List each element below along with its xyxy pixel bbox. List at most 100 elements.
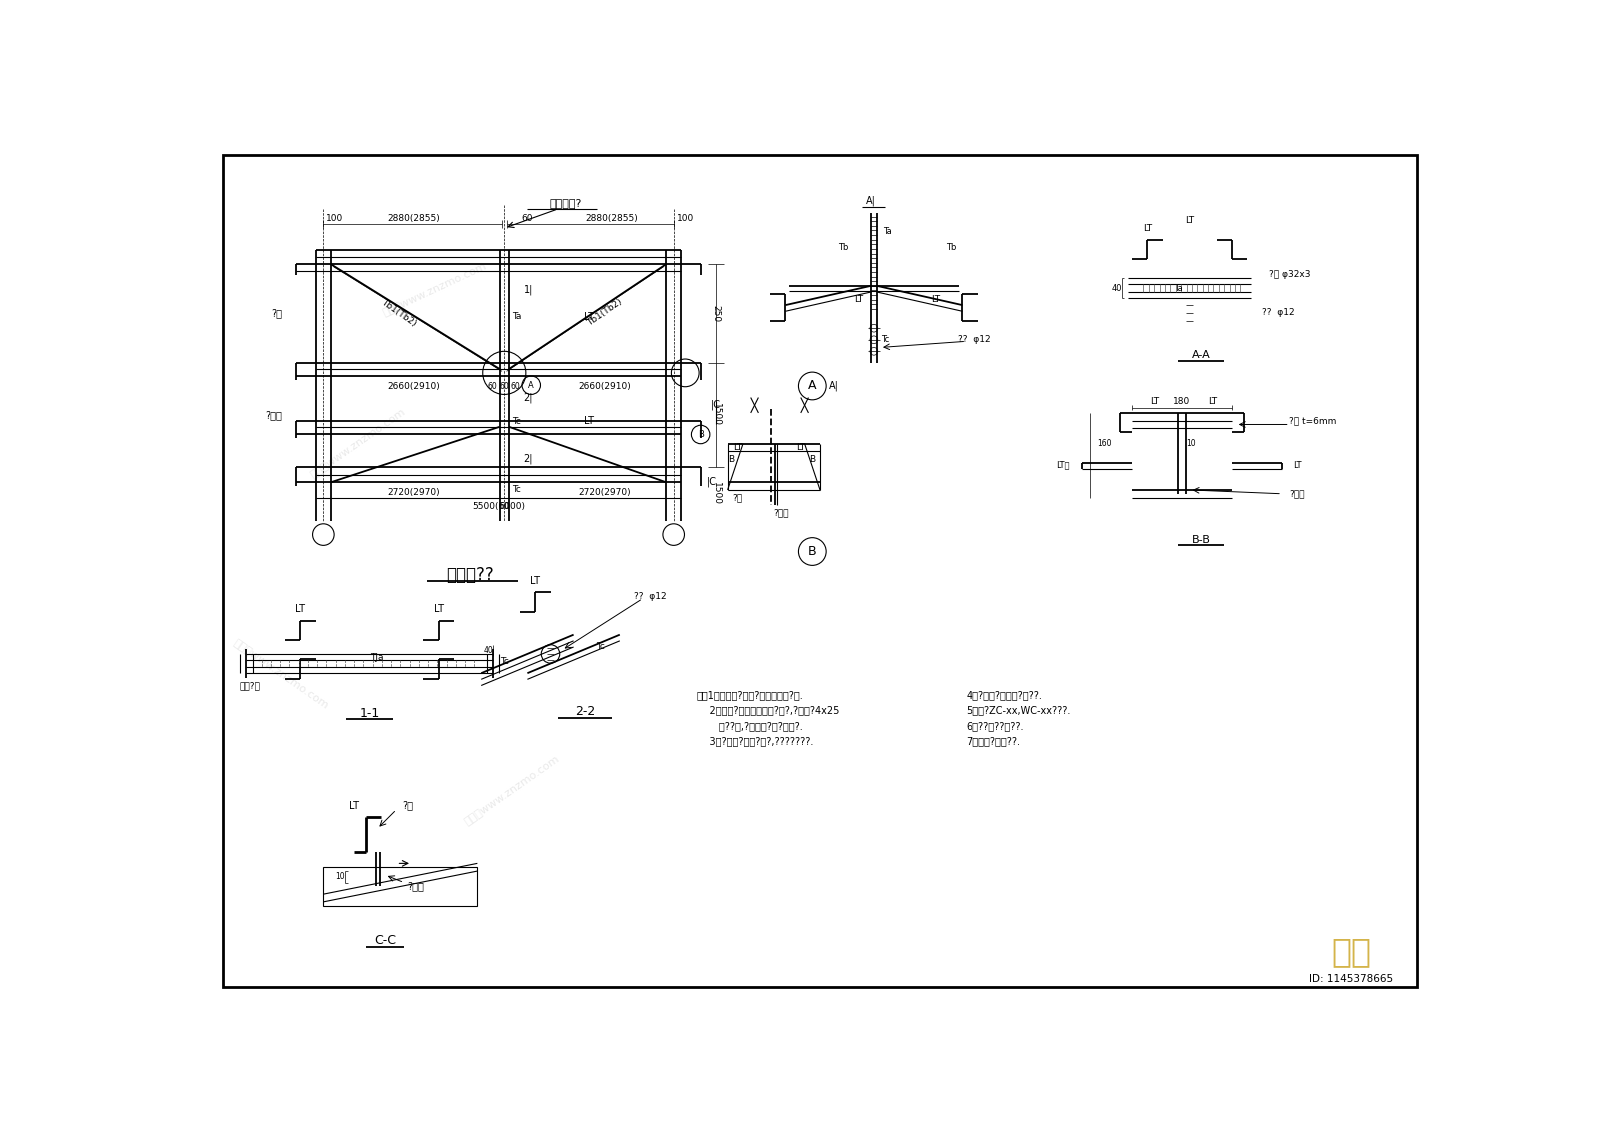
- Text: 注：1，拉条与?条的?接采用螺栓?接.: 注：1，拉条与?条的?接采用螺栓?接.: [698, 690, 803, 700]
- Text: ?管 φ32x3: ?管 φ32x3: [1269, 270, 1310, 279]
- Text: A|: A|: [829, 381, 838, 391]
- Text: 知末网www.znzmo.com: 知末网www.znzmo.com: [232, 638, 330, 711]
- Text: 1|: 1|: [523, 285, 533, 295]
- Text: 40: 40: [1110, 284, 1122, 293]
- Text: LT: LT: [296, 604, 306, 614]
- Text: 知末: 知末: [1331, 935, 1371, 968]
- Text: 60: 60: [510, 382, 520, 391]
- Text: 模型?圈: 模型?圈: [240, 682, 261, 691]
- Text: Tb: Tb: [838, 243, 848, 252]
- Text: 2|: 2|: [523, 392, 533, 403]
- Text: ?架梁: ?架梁: [266, 409, 282, 420]
- Text: Tb: Tb: [946, 243, 957, 252]
- Text: 5500(6000): 5500(6000): [472, 502, 525, 511]
- Text: B: B: [728, 455, 734, 464]
- Text: 3，?件之?采用?接?,???????.: 3，?件之?采用?接?,???????.: [698, 736, 813, 746]
- Text: 1500: 1500: [712, 404, 720, 426]
- Text: 10: 10: [1186, 439, 1195, 448]
- Text: ?架梁: ?架梁: [408, 881, 424, 891]
- Text: Tc: Tc: [499, 657, 509, 666]
- Text: B: B: [810, 455, 816, 464]
- Text: 2720(2970): 2720(2970): [578, 489, 630, 498]
- Text: Ta: Ta: [883, 227, 893, 236]
- Text: Tc: Tc: [512, 485, 522, 494]
- Text: Ta: Ta: [512, 312, 522, 321]
- Text: 2|: 2|: [523, 454, 533, 465]
- Text: LT: LT: [584, 416, 594, 426]
- Text: 10: 10: [336, 872, 346, 881]
- Text: 100: 100: [326, 214, 344, 223]
- Text: ?托: ?托: [403, 801, 413, 811]
- Text: 知末网www.znzmo.com: 知末网www.znzmo.com: [309, 407, 408, 481]
- Text: LT: LT: [349, 801, 358, 811]
- Text: Tc: Tc: [512, 417, 522, 426]
- Text: LT: LT: [931, 295, 941, 304]
- Text: Tc: Tc: [597, 641, 605, 650]
- Text: LT: LT: [797, 443, 805, 452]
- Text: ?托 t=6mm: ?托 t=6mm: [1290, 416, 1336, 425]
- Text: Tc: Tc: [882, 335, 890, 344]
- Text: |C: |C: [710, 400, 722, 411]
- Text: B: B: [698, 430, 704, 439]
- Text: ?托: ?托: [272, 309, 283, 319]
- Text: 1-1: 1-1: [360, 707, 379, 719]
- Text: ?架梁: ?架梁: [1290, 490, 1306, 499]
- Text: Tb1(Tb2): Tb1(Tb2): [586, 297, 624, 328]
- Text: LT: LT: [1142, 224, 1152, 233]
- Text: 6，??均??角??.: 6，??均??角??.: [966, 720, 1024, 731]
- Text: 4，?托与?架采用?面??.: 4，?托与?架采用?面??.: [966, 690, 1042, 700]
- Text: 的??孔,?孔位置?顺?棱大?.: 的??孔,?孔位置?顺?棱大?.: [698, 720, 803, 731]
- Text: Ta: Ta: [1174, 284, 1182, 293]
- Text: LT: LT: [584, 312, 594, 322]
- Text: 160: 160: [1098, 439, 1112, 448]
- Text: A-A: A-A: [1192, 351, 1211, 360]
- Text: 2880(2855): 2880(2855): [586, 214, 638, 223]
- Text: 知末网www.znzmo.com: 知末网www.znzmo.com: [462, 753, 562, 827]
- Text: A: A: [808, 380, 816, 392]
- Text: 拉条大??: 拉条大??: [446, 566, 493, 584]
- Text: LT: LT: [854, 295, 862, 304]
- Text: LT条: LT条: [1056, 460, 1069, 469]
- Text: 2，檩与?条如采用螺栓?接?,?条壁?4x25: 2，檩与?条如采用螺栓?接?,?条壁?4x25: [698, 706, 838, 716]
- Bar: [323, 867, 477, 906]
- Text: 60: 60: [499, 382, 509, 391]
- Text: A|: A|: [866, 196, 875, 207]
- Text: 2720(2970): 2720(2970): [387, 489, 440, 498]
- Text: ID: 1145378665: ID: 1145378665: [1309, 974, 1394, 984]
- Text: 1500: 1500: [712, 482, 720, 506]
- Text: 2660(2910): 2660(2910): [578, 382, 630, 391]
- Text: LT: LT: [1186, 216, 1194, 225]
- Text: LT: LT: [1208, 397, 1218, 406]
- Text: ??  φ12: ?? φ12: [958, 335, 990, 344]
- Text: LT: LT: [1150, 397, 1160, 406]
- Text: B: B: [808, 545, 816, 558]
- Text: 180: 180: [1173, 397, 1190, 406]
- Text: LT: LT: [733, 443, 742, 452]
- Text: ?架梁: ?架梁: [774, 509, 789, 518]
- Text: TJa: TJa: [371, 653, 384, 662]
- Text: ??  φ12: ?? φ12: [634, 592, 667, 601]
- Text: 250: 250: [712, 305, 720, 322]
- Text: |C: |C: [707, 477, 717, 487]
- Text: 7，拉条?柱直??.: 7，拉条?柱直??.: [966, 736, 1021, 746]
- Text: Tb1(Tb2): Tb1(Tb2): [379, 297, 418, 328]
- Text: LT: LT: [1293, 460, 1302, 469]
- Text: ??  φ12: ?? φ12: [1262, 309, 1294, 318]
- Text: 60: 60: [488, 382, 498, 391]
- Text: 100: 100: [677, 214, 694, 223]
- Text: 60: 60: [522, 214, 533, 223]
- Text: A: A: [528, 381, 534, 390]
- Text: LT: LT: [434, 604, 443, 614]
- Text: 2-2: 2-2: [574, 706, 595, 718]
- Text: B-B: B-B: [1192, 535, 1211, 545]
- Text: 5，支?ZC-xx,WC-xx???.: 5，支?ZC-xx,WC-xx???.: [966, 706, 1070, 716]
- Text: LT: LT: [530, 576, 541, 586]
- Text: ?托: ?托: [733, 493, 742, 502]
- Text: 屋脊中心?: 屋脊中心?: [550, 198, 582, 208]
- Text: 40: 40: [485, 646, 494, 655]
- Text: 60: 60: [499, 502, 509, 511]
- Text: 知末网www.znzmo.com: 知末网www.znzmo.com: [381, 261, 488, 318]
- Text: 2880(2855): 2880(2855): [387, 214, 440, 223]
- Text: 2660(2910): 2660(2910): [387, 382, 440, 391]
- Text: C-C: C-C: [374, 934, 395, 947]
